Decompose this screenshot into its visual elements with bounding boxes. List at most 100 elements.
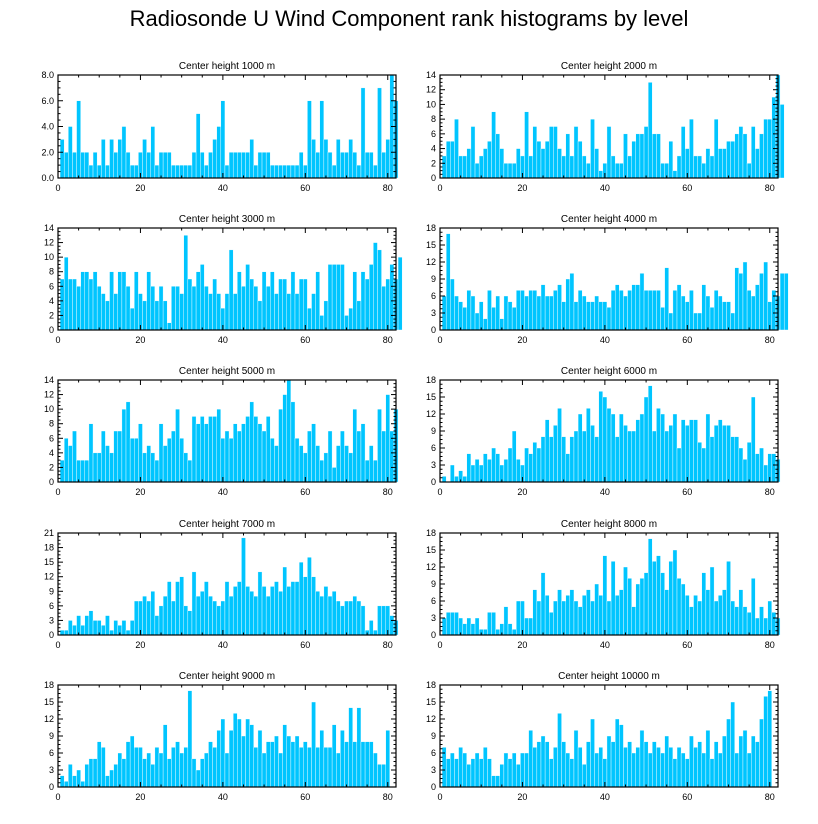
panel-5-bar xyxy=(204,423,209,483)
panel-7-xtick-label: 60 xyxy=(300,640,310,650)
panel-9-bar xyxy=(158,752,164,788)
panel-6-bar xyxy=(718,419,723,483)
panel-7-bar xyxy=(331,591,337,636)
panel-6-bar xyxy=(590,425,595,483)
panel-2-bar xyxy=(454,118,459,179)
panel-3-bar xyxy=(356,300,362,331)
panel-8-bar xyxy=(755,617,760,636)
panel-9-bar xyxy=(216,730,222,788)
panel-9-bar xyxy=(101,747,106,788)
panel-8-bar xyxy=(491,612,496,636)
panel-6-bar xyxy=(614,436,620,483)
panel-6-bar xyxy=(483,453,488,483)
panel-10-bar xyxy=(561,741,566,788)
panel-6-bar xyxy=(540,436,546,483)
panel-5-xtick-label: 60 xyxy=(300,487,310,497)
panel-9-bar xyxy=(303,741,308,788)
panel-3-bar xyxy=(261,271,267,331)
panel-2-bar xyxy=(763,118,768,179)
panel-9-bar xyxy=(220,718,226,788)
panel-6-ytick-label: 9 xyxy=(431,426,436,436)
panel-9-bar xyxy=(195,769,201,788)
panel-1-bar xyxy=(265,152,271,179)
panel-2-bar xyxy=(557,148,562,179)
panel-6-bar xyxy=(454,476,459,483)
panel-3-bar xyxy=(204,286,209,331)
panel-10-bar xyxy=(759,718,764,788)
panel-4-xtick-label: 0 xyxy=(437,335,442,345)
panel-2-bar xyxy=(660,163,665,179)
panel-7-bar xyxy=(228,595,234,636)
panel-3-bar xyxy=(154,300,160,331)
panel-5-ytick-label: 10 xyxy=(44,404,54,414)
panel-10-bar xyxy=(577,747,583,788)
panel-1-bar xyxy=(101,139,106,179)
panel-8-bar xyxy=(511,629,517,636)
panel-2-bar xyxy=(507,163,513,179)
panel-4-bar xyxy=(627,290,632,331)
panel-4-bar xyxy=(759,273,764,331)
panel-10-bar xyxy=(544,741,550,788)
panel-7-bar xyxy=(63,629,69,636)
panel-3-ytick-label: 12 xyxy=(44,238,54,248)
panel-2-xtick-label: 40 xyxy=(600,183,610,193)
panel-5-bar xyxy=(331,467,337,483)
panel-10-bar xyxy=(478,758,484,788)
panel-9-bar xyxy=(204,752,209,788)
panel-4-bar xyxy=(577,290,583,331)
panel-8-bar xyxy=(516,600,521,636)
panel-3-bar xyxy=(319,315,325,331)
panel-2-bar xyxy=(639,133,645,179)
panel-7-bar xyxy=(356,600,362,636)
panel-3-bar xyxy=(84,271,90,331)
panel-9-bar xyxy=(76,769,81,788)
panel-5-bar xyxy=(76,459,81,483)
panel-10-bar xyxy=(763,696,768,788)
panel-6-bar xyxy=(478,464,484,483)
panel-4-bar xyxy=(738,273,744,331)
panel-3-title: Center height 3000 m xyxy=(179,214,275,225)
panel-1-bar xyxy=(92,152,98,179)
panel-4-bar xyxy=(553,290,558,331)
panel-3-bar xyxy=(340,264,345,331)
panel-9-bar xyxy=(373,752,378,788)
panel-10-bar xyxy=(713,741,719,788)
panel-8-bar xyxy=(549,612,554,636)
panel-7-bar xyxy=(150,591,156,636)
panel-2-ytick-label: 8 xyxy=(431,114,436,124)
panel-8-bar xyxy=(528,617,533,636)
panel-8-ytick-label: 6 xyxy=(431,596,436,606)
panel-2-ytick-label: 6 xyxy=(431,129,436,139)
panel-3-bar xyxy=(265,286,271,331)
panel-6-bar xyxy=(569,436,575,483)
panel-7-bar xyxy=(105,615,110,636)
panel-5-bar xyxy=(63,438,69,483)
panel-8-bar xyxy=(697,600,702,636)
panel-5-bar xyxy=(344,445,349,483)
panel-2-bar xyxy=(487,141,492,179)
panel-2-bar xyxy=(536,141,542,179)
panel-5-xtick-label: 40 xyxy=(218,487,228,497)
panel-10-bar xyxy=(693,747,698,788)
panel-1-bar xyxy=(270,164,275,179)
panel-3-bar xyxy=(237,271,242,331)
panel-2-bar xyxy=(759,133,764,179)
panel-4-bar xyxy=(763,261,768,331)
panel-8-bar xyxy=(771,612,777,636)
panel-10-bar xyxy=(635,747,641,788)
panel-8-bar xyxy=(718,595,723,636)
panel-5-title: Center height 5000 m xyxy=(179,366,275,377)
panel-7-bar xyxy=(307,557,312,636)
panel-2-bar xyxy=(565,133,571,179)
panel-2-bar xyxy=(478,155,484,179)
panel-4-bar xyxy=(742,261,748,331)
panel-8-bar xyxy=(454,612,459,636)
panel-7-bar xyxy=(381,605,386,636)
panel-1-bar xyxy=(298,152,304,179)
panel-6-bar xyxy=(722,425,727,483)
panel-4-ytick-label: 12 xyxy=(426,257,436,267)
panel-3-bar xyxy=(105,300,110,331)
panel-5-bar xyxy=(84,459,90,483)
panel-10-bar xyxy=(499,764,505,788)
panel-7-bar xyxy=(134,600,139,636)
